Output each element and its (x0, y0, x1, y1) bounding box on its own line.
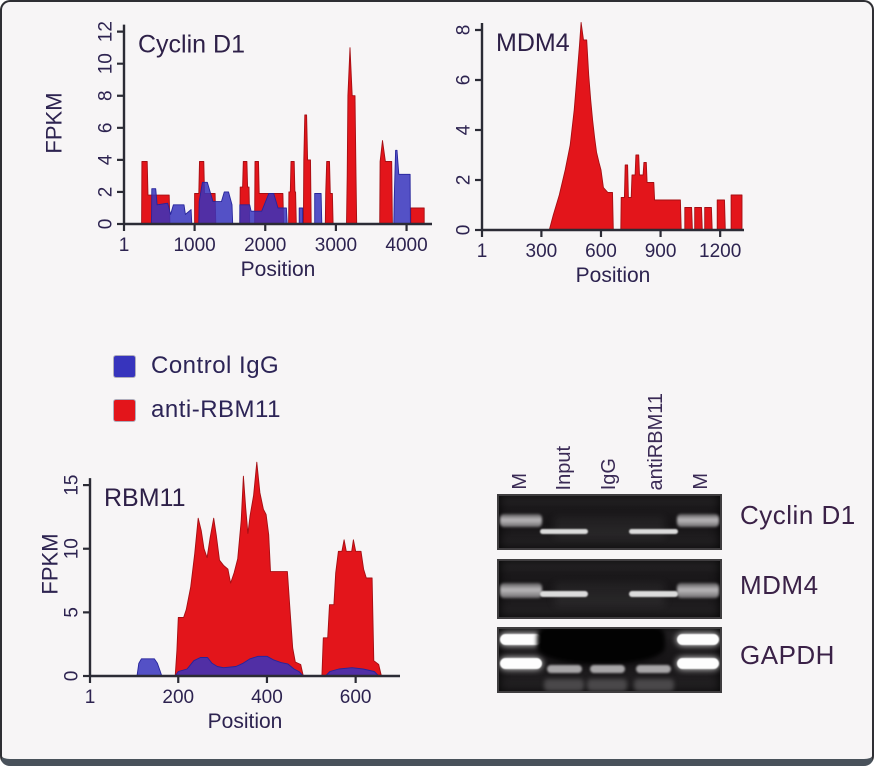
y-tick-label: 10 (62, 538, 83, 559)
sample-band-antirbm11 (629, 591, 678, 598)
x-tick-label: 2000 (244, 235, 286, 256)
series-anti-rbm11 (141, 47, 425, 225)
sample-band-input (539, 529, 589, 535)
series-anti-rbm11 (174, 461, 382, 677)
marker-band-bright (500, 633, 543, 645)
legend-label-control-igg: Control IgG (151, 352, 280, 379)
marker-band-bright (500, 657, 543, 669)
y-tick-label: 6 (454, 75, 475, 86)
x-tick-label: 3000 (315, 235, 357, 256)
gel-image-mdm4 (497, 559, 722, 619)
gel-row-label-cyclin-d1: Cyclin D1 (740, 500, 856, 530)
lane-label-m-right: M (690, 473, 712, 490)
y-tick-label: 0 (62, 671, 83, 682)
gel-row-label-mdm4: MDM4 (740, 570, 819, 600)
gel-smear (554, 516, 665, 538)
marker-band (676, 583, 719, 599)
y-tick-label: 2 (96, 187, 117, 198)
lane-label-igg: IgG (598, 457, 620, 490)
sample-band-input (539, 591, 589, 598)
y-axis-label: FPKM (38, 533, 63, 594)
x-tick-label: 1200 (699, 241, 741, 262)
legend-label-anti-rbm11: anti-RBM11 (151, 396, 281, 423)
x-tick-label: 600 (585, 241, 617, 262)
chart-title: Cyclin D1 (138, 31, 245, 59)
chart-title: RBM11 (104, 484, 186, 512)
x-tick-label: 200 (162, 687, 194, 708)
series-control-igg (136, 655, 380, 677)
x-tick-label: 1 (85, 687, 96, 708)
x-tick-label: 1 (119, 235, 130, 256)
y-tick-label: 12 (96, 21, 117, 42)
y-tick-label: 4 (454, 124, 475, 135)
chart-title: MDM4 (496, 29, 570, 57)
x-tick-label: 600 (340, 687, 372, 708)
gel-panel: M Input IgG antiRBM11 M Cyclin D1 MDM4 G… (497, 382, 869, 704)
y-tick-label: 15 (62, 475, 83, 496)
x-tick-label: 1 (477, 241, 488, 262)
marker-band (500, 583, 543, 599)
y-tick-label: 4 (96, 154, 117, 165)
marker-band-bright (676, 633, 719, 645)
x-tick-label: 4000 (385, 235, 427, 256)
marker-band (676, 513, 719, 527)
series-anti-rbm11 (548, 22, 743, 231)
lane-label-m-left: M (509, 473, 531, 490)
faint-band-igg (587, 678, 628, 691)
y-tick-label: 5 (62, 607, 83, 618)
marker-band (500, 513, 543, 527)
y-tick-label: 8 (96, 90, 117, 101)
faint-band-antirbm11 (633, 678, 674, 691)
x-tick-label: 300 (526, 241, 558, 262)
y-axis-label: FPKM (42, 92, 67, 153)
anti-rbm11-swatch-icon (114, 399, 135, 421)
lane-label-input: Input (553, 445, 575, 490)
x-axis-label: Position (241, 258, 316, 280)
x-tick-label: 900 (645, 241, 677, 262)
legend-item-anti-rbm11: anti-RBM11 (114, 396, 281, 424)
marker-band-bright (676, 657, 719, 669)
y-tick-label: 2 (454, 175, 475, 186)
x-axis-label: Position (208, 710, 283, 733)
saturated-blob (536, 629, 665, 664)
y-tick-label: 6 (96, 123, 117, 134)
gel-smear (554, 583, 665, 606)
sample-band-antirbm11 (629, 529, 678, 535)
sample-band-antirbm11 (636, 664, 672, 673)
faint-band-input (544, 678, 585, 691)
series-control-igg (151, 149, 411, 225)
gel-row-label-gapdh: GAPDH (740, 640, 835, 670)
y-tick-label: 0 (454, 225, 475, 236)
x-tick-label: 400 (251, 687, 283, 708)
x-axis-label: Position (576, 264, 651, 286)
legend-item-control-igg: Control IgG (114, 352, 281, 380)
chart-cyclin-d1: 0 2 4 6 8 10 12 1 1000 2000 3000 4000 Position FPKM Cy… (42, 21, 432, 280)
chart-mdm4: 0 2 4 6 8 1 300 600 900 1200 Position MDM4 (454, 22, 744, 286)
legend: Control IgG anti-RBM11 (114, 352, 281, 424)
sample-band-input (546, 664, 582, 673)
y-tick-label: 0 (96, 219, 117, 230)
x-tick-label: 1000 (173, 235, 215, 256)
y-tick-label: 8 (454, 25, 475, 36)
gel-image-cyclin-d1 (497, 494, 722, 550)
chart-rbm11: 0 5 10 15 1 200 400 600 Position FPKM RBM11 (38, 461, 400, 733)
sample-band-igg (589, 664, 625, 673)
y-tick-label: 10 (96, 53, 117, 74)
gel-image-gapdh (497, 627, 722, 693)
lane-label-antirbm11: antiRBM11 (645, 392, 667, 490)
control-igg-swatch-icon (114, 355, 135, 377)
